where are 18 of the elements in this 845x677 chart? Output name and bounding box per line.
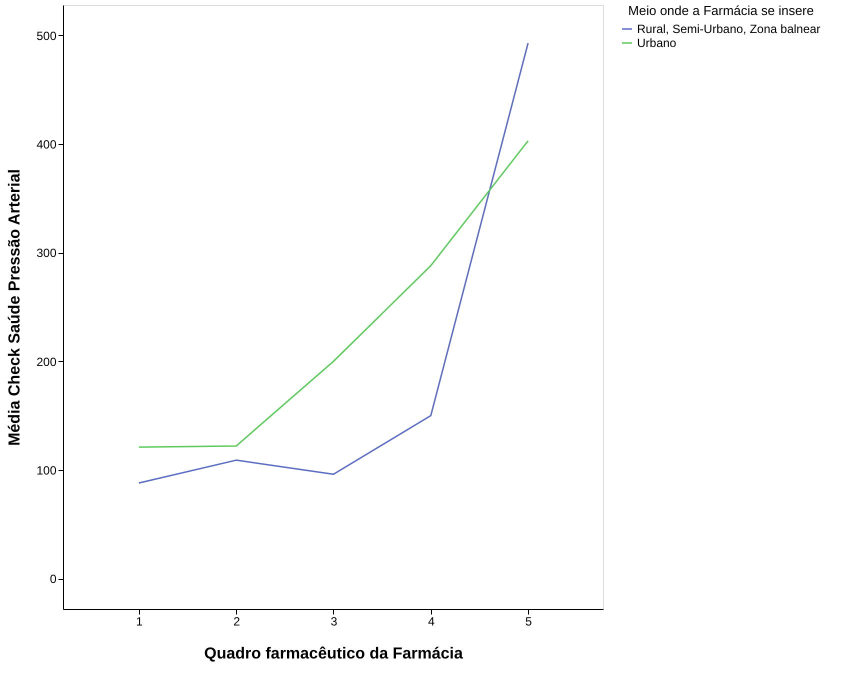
- y-tick-label: 300: [36, 246, 57, 260]
- y-tick-label: 200: [36, 354, 57, 369]
- x-tick-label: 1: [136, 614, 144, 628]
- line-series: [138, 42, 529, 484]
- x-axis-title: Quadro farmacêutico da Farmácia: [204, 646, 463, 662]
- x-tick-label: 5: [525, 614, 532, 628]
- legend-title: Meio onde a Farmácia se insere: [628, 3, 814, 18]
- y-axis-title: Média Check Saúde Pressão Arterial: [6, 169, 24, 446]
- legend-label: Rural, Semi-Urbano, Zona balnear: [637, 22, 820, 36]
- y-tick-label: 500: [36, 28, 57, 43]
- y-tick-label: 0: [50, 572, 57, 586]
- legend-label: Urbano: [637, 36, 677, 50]
- line-series: [138, 140, 529, 448]
- x-tick-label: 3: [330, 614, 338, 628]
- y-tick-label: 100: [36, 463, 57, 478]
- x-tick-label: 2: [233, 614, 240, 628]
- x-tick-label: 4: [428, 614, 435, 628]
- y-tick-label: 400: [36, 138, 57, 152]
